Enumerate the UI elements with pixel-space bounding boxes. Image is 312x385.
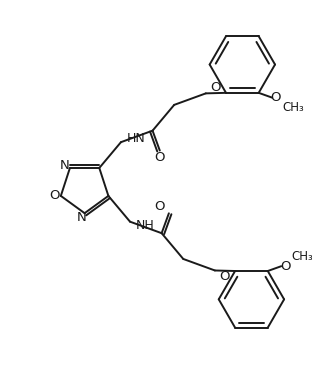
Text: NH: NH: [136, 219, 154, 232]
Text: O: O: [211, 81, 221, 94]
Text: O: O: [271, 91, 281, 104]
Text: HN: HN: [127, 132, 145, 145]
Text: N: N: [77, 211, 87, 224]
Text: O: O: [154, 200, 164, 213]
Text: N: N: [60, 159, 70, 172]
Text: O: O: [49, 189, 59, 203]
Text: CH₃: CH₃: [282, 101, 304, 114]
Text: O: O: [154, 151, 165, 164]
Text: O: O: [220, 270, 230, 283]
Text: O: O: [280, 260, 290, 273]
Text: CH₃: CH₃: [291, 250, 312, 263]
